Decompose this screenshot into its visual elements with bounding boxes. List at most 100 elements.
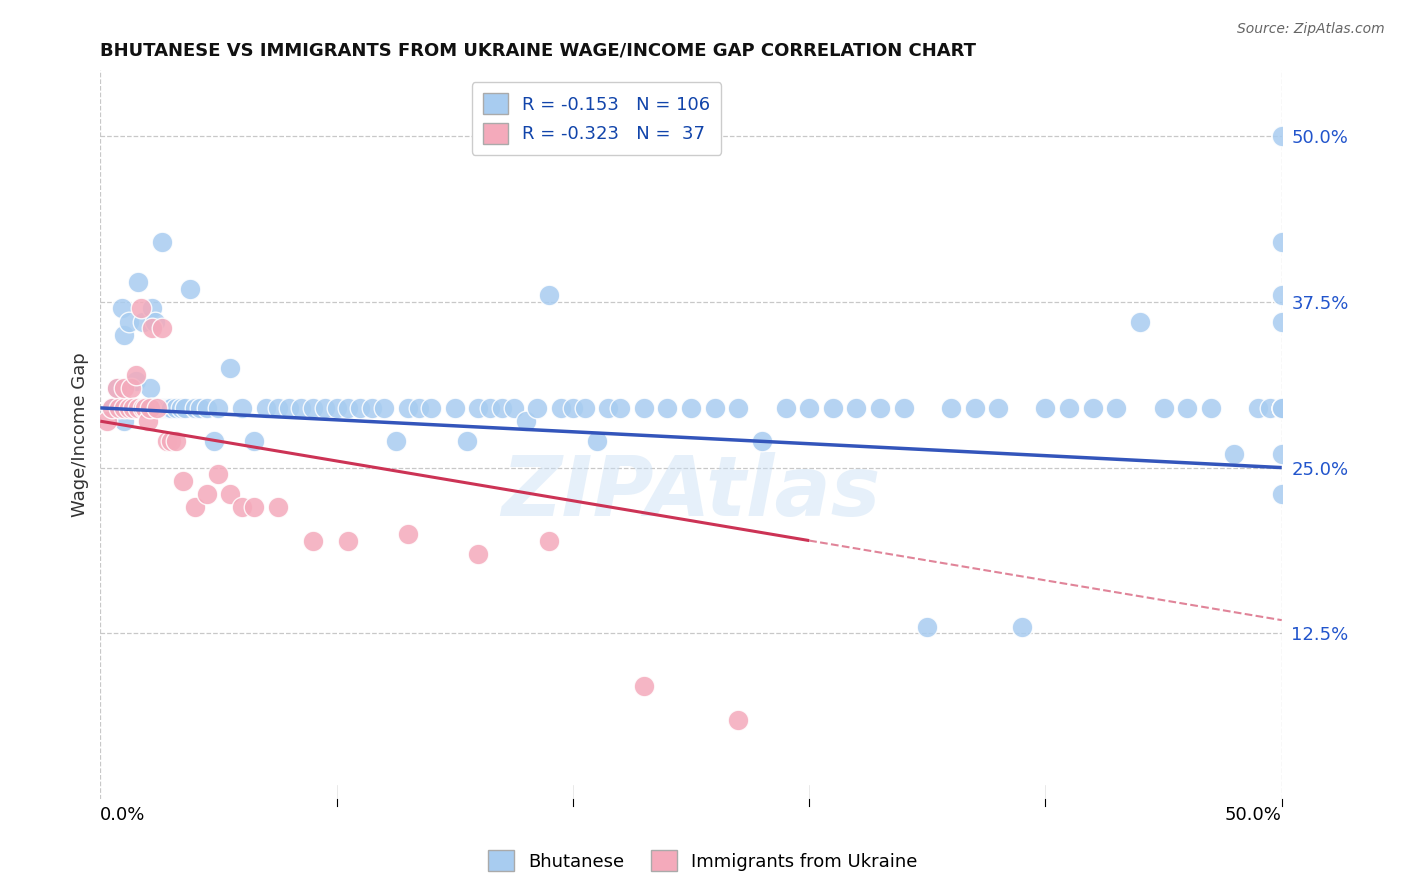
Point: [869, 401, 891, 415]
Point: [893, 401, 915, 415]
Point: [243, 434, 266, 448]
Point: [148, 401, 170, 415]
Point: [1271, 401, 1294, 415]
Point: [207, 467, 229, 482]
Point: [112, 401, 135, 415]
Point: [987, 401, 1010, 415]
Point: [101, 401, 124, 415]
Point: [127, 401, 149, 415]
Point: [456, 434, 478, 448]
Point: [1081, 401, 1104, 415]
Point: [1271, 315, 1294, 329]
Point: [155, 401, 177, 415]
Point: [657, 401, 679, 415]
Point: [202, 434, 225, 448]
Point: [139, 401, 162, 415]
Point: [1271, 401, 1294, 415]
Point: [96, 414, 118, 428]
Point: [963, 401, 986, 415]
Point: [502, 401, 524, 415]
Point: [679, 401, 702, 415]
Point: [243, 500, 266, 515]
Point: [526, 401, 548, 415]
Point: [153, 401, 176, 415]
Point: [136, 401, 159, 415]
Point: [1271, 401, 1294, 415]
Point: [160, 434, 183, 448]
Point: [136, 414, 159, 428]
Point: [122, 401, 145, 415]
Point: [1199, 401, 1222, 415]
Point: [165, 401, 187, 415]
Point: [302, 533, 325, 548]
Point: [105, 381, 128, 395]
Point: [141, 321, 163, 335]
Point: [132, 401, 155, 415]
Point: [1271, 447, 1294, 461]
Point: [420, 401, 443, 415]
Point: [129, 301, 152, 316]
Point: [396, 527, 419, 541]
Point: [491, 401, 513, 415]
Point: [105, 381, 128, 395]
Point: [443, 401, 465, 415]
Point: [146, 401, 169, 415]
Text: 0.0%: 0.0%: [100, 805, 146, 824]
Point: [118, 315, 141, 329]
Point: [290, 401, 312, 415]
Point: [408, 401, 430, 415]
Point: [150, 235, 173, 249]
Point: [1258, 401, 1281, 415]
Point: [515, 414, 537, 428]
Point: [337, 533, 360, 548]
Point: [110, 301, 132, 316]
Point: [727, 401, 749, 415]
Point: [349, 401, 371, 415]
Point: [231, 500, 253, 515]
Point: [1271, 288, 1294, 302]
Point: [821, 401, 844, 415]
Point: [179, 281, 201, 295]
Point: [373, 401, 395, 415]
Point: [1223, 447, 1246, 461]
Point: [219, 361, 242, 376]
Point: [132, 315, 155, 329]
Point: [231, 401, 253, 415]
Text: BHUTANESE VS IMMIGRANTS FROM UKRAINE WAGE/INCOME GAP CORRELATION CHART: BHUTANESE VS IMMIGRANTS FROM UKRAINE WAG…: [100, 42, 976, 60]
Point: [165, 434, 187, 448]
Point: [120, 381, 142, 395]
Point: [1129, 315, 1152, 329]
Point: [134, 401, 156, 415]
Point: [139, 381, 162, 395]
Point: [150, 321, 173, 335]
Point: [574, 401, 596, 415]
Point: [314, 401, 336, 415]
Point: [384, 434, 406, 448]
Point: [1271, 401, 1294, 415]
Point: [1105, 401, 1128, 415]
Point: [845, 401, 868, 415]
Point: [254, 401, 277, 415]
Point: [172, 474, 194, 488]
Point: [325, 401, 347, 415]
Point: [1057, 401, 1080, 415]
Point: [1271, 128, 1294, 143]
Point: [184, 401, 207, 415]
Point: [112, 414, 135, 428]
Legend: R = -0.153   N = 106, R = -0.323   N =  37: R = -0.153 N = 106, R = -0.323 N = 37: [472, 82, 721, 154]
Point: [598, 401, 620, 415]
Point: [120, 401, 142, 415]
Point: [1175, 401, 1198, 415]
Point: [550, 401, 572, 415]
Point: [538, 288, 561, 302]
Point: [1271, 235, 1294, 249]
Point: [125, 368, 148, 382]
Point: [1011, 620, 1033, 634]
Point: [396, 401, 419, 415]
Point: [184, 500, 207, 515]
Point: [146, 401, 169, 415]
Point: [939, 401, 962, 415]
Point: [118, 401, 141, 415]
Point: [129, 401, 152, 415]
Point: [125, 375, 148, 389]
